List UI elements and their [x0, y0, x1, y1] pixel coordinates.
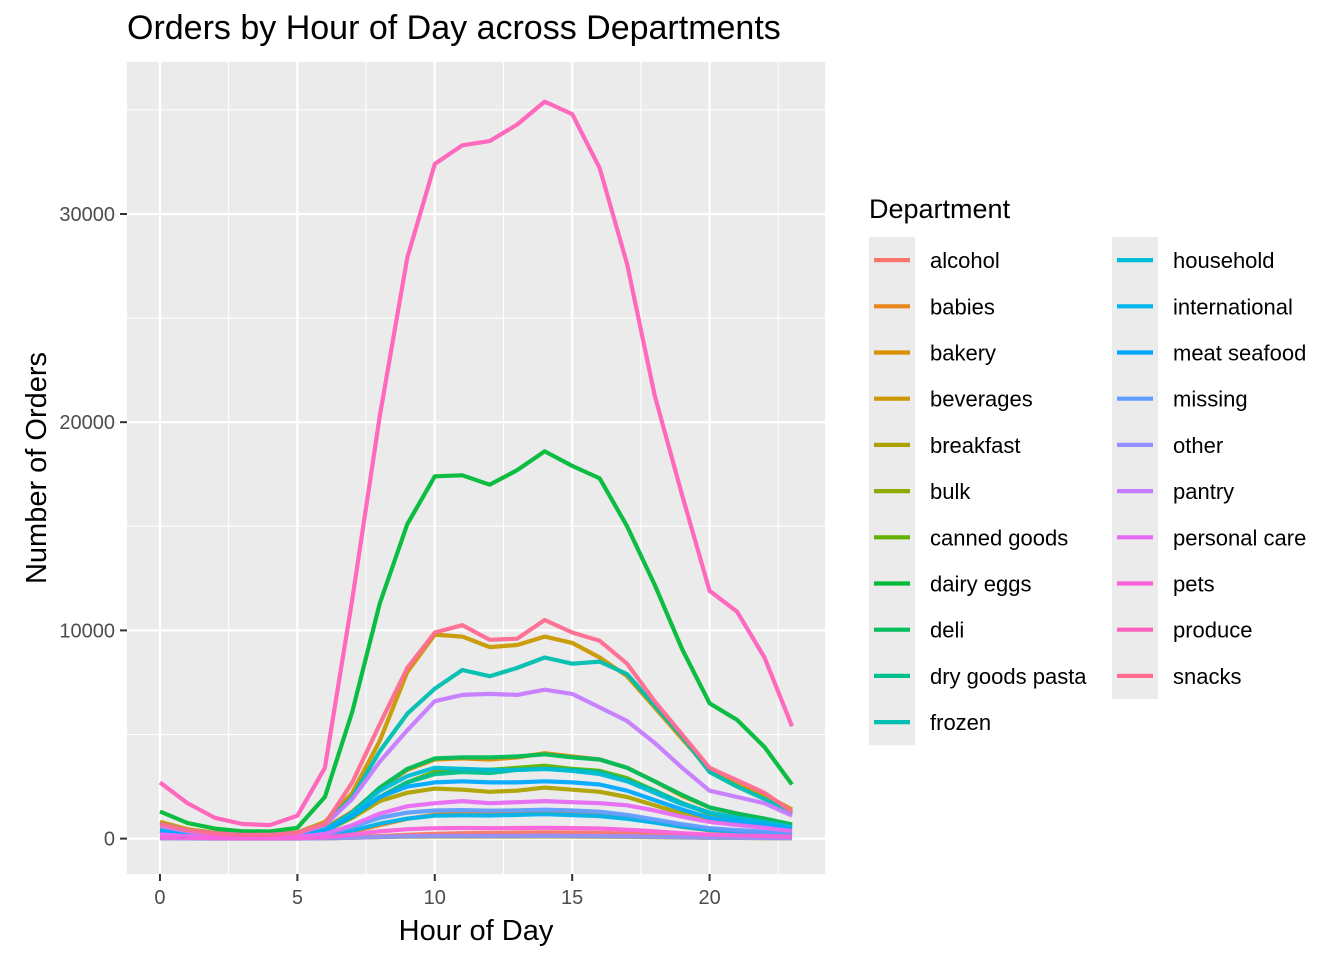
- y-tick-label: 0: [104, 829, 115, 851]
- x-axis: 0 5 10 15 20: [154, 874, 721, 909]
- legend-item: canned goods: [874, 525, 1068, 550]
- legend-item: beverages: [874, 387, 1033, 412]
- x-tick-label: 20: [698, 887, 720, 909]
- x-axis-title: Hour of Day: [399, 915, 554, 947]
- legend-key-background: [1112, 237, 1158, 699]
- plot-panel: [127, 62, 825, 874]
- grid-minor: [127, 62, 825, 874]
- legend-item: dairy eggs: [874, 572, 1032, 597]
- legend-label: dairy eggs: [930, 572, 1032, 597]
- legend-label: household: [1173, 248, 1275, 273]
- series-line-produce: [158, 99, 794, 828]
- x-tick-label: 5: [292, 887, 303, 909]
- legend-item: produce: [1117, 618, 1253, 643]
- legend-label: alcohol: [930, 248, 1000, 273]
- legend-label: bakery: [930, 341, 996, 366]
- legend-label: canned goods: [930, 525, 1068, 550]
- series-line-snacks: [159, 617, 794, 838]
- legend-label: other: [1173, 433, 1223, 458]
- legend-item: bakery: [874, 341, 996, 366]
- legend-label: frozen: [930, 710, 991, 735]
- legend-item: bulk: [874, 479, 971, 504]
- y-tick-label: 10000: [59, 620, 115, 642]
- legend-item: alcohol: [874, 248, 1000, 273]
- legend-item: meat seafood: [1117, 341, 1306, 366]
- legend-item: missing: [1117, 387, 1248, 412]
- series-lines: [158, 99, 794, 841]
- chart-title: Orders by Hour of Day across Departments: [127, 9, 781, 47]
- legend: Department alcohol babies bakery beverages b…: [869, 194, 1306, 746]
- legend-item: breakfast: [874, 433, 1021, 458]
- legend-label: bulk: [930, 479, 971, 504]
- legend-item: international: [1117, 294, 1293, 319]
- legend-item: other: [1117, 433, 1223, 458]
- legend-label: deli: [930, 618, 964, 643]
- x-tick-label: 15: [561, 887, 583, 909]
- legend-label: dry goods pasta: [930, 664, 1087, 689]
- legend-item: personal care: [1117, 525, 1306, 550]
- y-axis: 0 10000 20000 30000: [59, 204, 127, 851]
- plot-background: [127, 62, 825, 874]
- legend-item: pets: [1117, 572, 1215, 597]
- legend-item: deli: [874, 618, 964, 643]
- legend-label: pets: [1173, 572, 1215, 597]
- x-tick-label: 0: [154, 887, 165, 909]
- legend-label: international: [1173, 294, 1293, 319]
- legend-label: missing: [1173, 387, 1248, 412]
- legend-label: personal care: [1173, 525, 1306, 550]
- legend-item: pantry: [1117, 479, 1234, 504]
- y-axis-title: Number of Orders: [21, 352, 53, 584]
- legend-item: snacks: [1117, 664, 1241, 689]
- legend-label: meat seafood: [1173, 341, 1306, 366]
- x-tick-label: 10: [424, 887, 446, 909]
- series-line-dairy-eggs: [159, 449, 794, 834]
- legend-label: produce: [1173, 618, 1253, 643]
- legend-item: babies: [874, 294, 995, 319]
- legend-label: breakfast: [930, 433, 1021, 458]
- y-tick-label: 30000: [59, 204, 115, 226]
- legend-label: beverages: [930, 387, 1033, 412]
- series-line-pets: [159, 825, 793, 841]
- y-tick-label: 20000: [59, 412, 115, 434]
- legend-item: dry goods pasta: [874, 664, 1087, 689]
- legend-label: pantry: [1173, 479, 1234, 504]
- legend-label: babies: [930, 294, 995, 319]
- legend-item: frozen: [874, 710, 991, 735]
- legend-title: Department: [869, 194, 1011, 224]
- legend-label: snacks: [1173, 664, 1241, 689]
- legend-item: household: [1117, 248, 1275, 273]
